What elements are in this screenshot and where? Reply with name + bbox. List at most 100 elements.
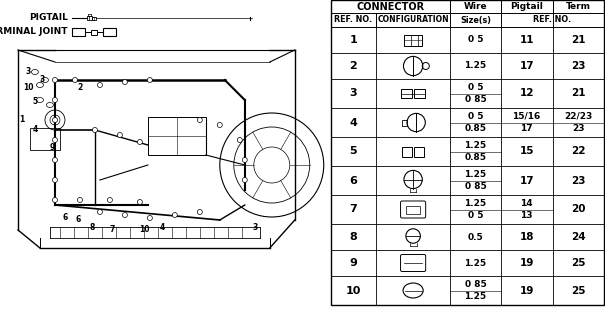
Circle shape [53,157,57,163]
Circle shape [93,127,97,132]
Text: 0 5: 0 5 [468,83,483,92]
Text: 8: 8 [89,223,94,233]
Circle shape [197,117,202,123]
Circle shape [122,79,128,84]
Text: 25: 25 [571,258,586,268]
Text: 17: 17 [520,124,533,133]
Text: CONFIGURATION: CONFIGURATION [378,15,449,25]
Text: 4: 4 [32,125,38,134]
Text: 1.25: 1.25 [464,61,486,70]
Text: 6: 6 [75,215,80,225]
Text: 1.25: 1.25 [464,170,486,179]
Circle shape [97,83,102,87]
Text: 8: 8 [350,232,357,242]
Text: 1: 1 [19,116,25,124]
Text: 6: 6 [62,212,68,221]
Text: 21: 21 [571,89,586,99]
Text: Pigtail: Pigtail [510,2,543,11]
Text: 4: 4 [159,223,165,233]
Text: 19: 19 [520,285,534,295]
Bar [87,16,92,20]
Text: 1: 1 [350,35,357,45]
Circle shape [148,77,152,83]
Circle shape [53,98,57,102]
Bar [402,119,407,125]
Text: 0.5: 0.5 [468,233,483,242]
Text: 4: 4 [350,117,358,127]
Text: 7: 7 [350,204,357,214]
Text: 0.85: 0.85 [465,124,486,133]
Text: 5: 5 [350,147,357,156]
Circle shape [237,138,242,142]
Text: 21: 21 [571,35,586,45]
Circle shape [53,178,57,182]
Text: 10: 10 [23,84,33,92]
Circle shape [117,132,122,138]
Text: 3: 3 [350,89,357,99]
Text: 17: 17 [519,61,534,71]
Text: REF. NO.: REF. NO. [335,15,373,25]
Text: 17: 17 [519,175,534,186]
Text: 9: 9 [350,258,358,268]
Bar [72,28,85,36]
Text: CONNECTOR: CONNECTOR [356,2,425,12]
Text: 0 5: 0 5 [468,112,483,121]
Text: 11: 11 [519,35,534,45]
Circle shape [97,210,102,214]
Bar [401,89,412,98]
Text: 22: 22 [571,147,586,156]
Text: 13: 13 [520,212,533,220]
Text: 0 5: 0 5 [468,212,483,220]
Bar [404,35,422,45]
Circle shape [172,212,177,218]
Text: 10: 10 [140,226,150,235]
Text: 2: 2 [77,84,82,92]
Text: 23: 23 [572,124,584,133]
Circle shape [242,157,247,163]
Text: 20: 20 [571,204,586,214]
Text: 23: 23 [571,61,586,71]
Circle shape [53,197,57,203]
Text: 19: 19 [520,258,534,268]
Text: 0 85: 0 85 [465,182,486,191]
Circle shape [53,138,57,142]
Bar [30,128,60,150]
Bar [414,89,425,98]
Text: 7: 7 [110,226,114,235]
Text: Size(s): Size(s) [460,15,491,25]
Text: 1.25: 1.25 [464,259,486,268]
Text: 25: 25 [571,285,586,295]
Circle shape [197,210,202,214]
Bar [103,28,116,36]
Text: 0 85: 0 85 [465,95,486,104]
Text: 14: 14 [520,199,533,208]
Circle shape [108,197,113,203]
Circle shape [148,215,152,220]
Text: 0 85: 0 85 [465,280,486,289]
Bar [414,147,424,156]
Text: PIGTAIL: PIGTAIL [29,13,68,22]
Text: 15: 15 [519,147,534,156]
Text: 1.25: 1.25 [464,199,486,208]
Bar [92,17,96,20]
Text: REF. NO.: REF. NO. [533,15,571,25]
Text: 24: 24 [571,232,586,242]
Text: 3: 3 [39,76,45,84]
Text: 6: 6 [350,175,358,186]
Circle shape [122,212,128,218]
Text: 22/23: 22/23 [564,112,592,121]
Text: 0 5: 0 5 [468,36,483,44]
Bar [402,147,412,156]
Bar [91,29,97,35]
Bar [406,205,420,213]
Circle shape [73,77,77,83]
Text: 2: 2 [350,61,357,71]
Circle shape [217,123,222,127]
Text: 3: 3 [25,68,31,76]
Circle shape [53,117,57,123]
Text: 10: 10 [345,285,361,295]
Circle shape [77,197,82,203]
Text: 15/16: 15/16 [512,112,541,121]
Text: 23: 23 [571,175,586,186]
Text: 3: 3 [252,222,257,231]
